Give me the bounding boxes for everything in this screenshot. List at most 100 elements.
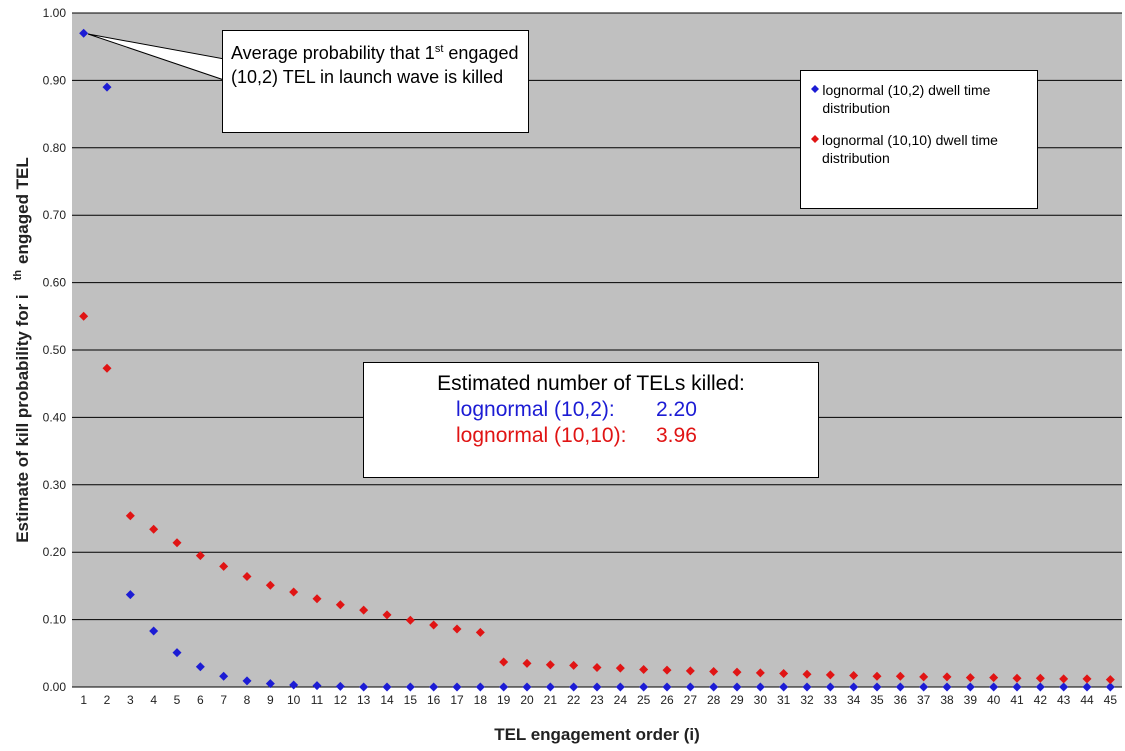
legend-label: lognormal (10,2) dwell time distribution <box>822 82 991 116</box>
point <box>919 682 929 692</box>
point <box>802 669 812 679</box>
point <box>172 648 182 658</box>
point <box>219 561 229 571</box>
x-tick-label: 40 <box>987 693 1001 707</box>
point <box>1035 682 1045 692</box>
point <box>102 82 112 92</box>
x-tick-label: 28 <box>707 693 721 707</box>
x-tick-label: 13 <box>357 693 371 707</box>
x-axis-label: TEL engagement order (i) <box>494 725 700 744</box>
x-tick-label: 30 <box>754 693 768 707</box>
summary-row: lognormal (10,10): 3.96 <box>372 423 810 449</box>
point <box>265 679 275 689</box>
point <box>872 671 882 681</box>
point <box>569 682 579 692</box>
x-tick-label: 42 <box>1034 693 1048 707</box>
point <box>942 672 952 682</box>
legend-entry: lognormal (10,2) dwell time distribution <box>809 81 1029 117</box>
point <box>849 682 859 692</box>
x-tick-label: 41 <box>1010 693 1024 707</box>
point <box>149 524 159 534</box>
y-tick-label: 0.50 <box>43 343 67 357</box>
point <box>289 587 299 597</box>
legend-entry: lognormal (10,10) dwell time distributio… <box>809 131 1029 167</box>
x-tick-label: 36 <box>894 693 908 707</box>
point <box>569 660 579 670</box>
annotation-sup: st <box>434 43 444 55</box>
x-tick-label: 45 <box>1104 693 1118 707</box>
point <box>685 682 695 692</box>
summary-label: lognormal (10,2): <box>456 398 615 421</box>
point <box>1105 675 1115 685</box>
x-tick-label: 20 <box>520 693 534 707</box>
point <box>359 605 369 615</box>
x-tick-label: 1 <box>80 693 87 707</box>
point <box>1082 674 1092 684</box>
summary-value: 2.20 <box>656 398 697 421</box>
legend-marker <box>811 85 819 93</box>
point <box>429 682 439 692</box>
x-tick-label: 16 <box>427 693 441 707</box>
y-tick-label: 1.00 <box>43 6 67 20</box>
y-tick-label: 0.80 <box>43 141 67 155</box>
point <box>265 580 275 590</box>
x-tick-label: 29 <box>730 693 744 707</box>
x-tick-label: 33 <box>824 693 838 707</box>
x-tick-label: 23 <box>590 693 604 707</box>
x-tick-label: 4 <box>150 693 157 707</box>
point <box>172 538 182 548</box>
point <box>242 676 252 686</box>
point <box>779 669 789 679</box>
point <box>499 657 509 667</box>
y-tick-label: 0.30 <box>43 478 67 492</box>
x-tick-label: 6 <box>197 693 204 707</box>
x-tick-label: 5 <box>174 693 181 707</box>
point <box>965 673 975 683</box>
point <box>545 660 555 670</box>
point <box>895 682 905 692</box>
point <box>825 670 835 680</box>
point <box>335 600 345 610</box>
summary-title: Estimated number of TELs killed: <box>437 372 745 395</box>
x-tick-label: 25 <box>637 693 651 707</box>
point <box>802 682 812 692</box>
point <box>732 667 742 677</box>
y-label-sup: th <box>12 270 24 281</box>
legend-swatch <box>811 85 819 93</box>
point <box>965 682 975 692</box>
point <box>849 671 859 681</box>
point <box>335 681 345 691</box>
point <box>242 571 252 581</box>
y-tick-label: 0.90 <box>43 73 67 87</box>
point <box>1105 682 1115 692</box>
summary-label: lognormal (10,10): <box>456 424 627 447</box>
point <box>1035 673 1045 683</box>
x-tick-label: 15 <box>404 693 418 707</box>
y-axis-label: Estimate of kill probability for i th enga… <box>12 157 32 543</box>
y-tick-label: 0.10 <box>43 613 67 627</box>
y-label-main: Estimate of kill probability for i <box>13 294 32 542</box>
x-tick-label: 22 <box>567 693 581 707</box>
x-tick-label: 2 <box>104 693 111 707</box>
point <box>755 668 765 678</box>
point <box>1012 682 1022 692</box>
point <box>312 594 322 604</box>
point <box>195 551 205 561</box>
point <box>919 672 929 682</box>
point <box>382 610 392 620</box>
x-tick-label: 27 <box>684 693 698 707</box>
point <box>429 620 439 630</box>
point <box>289 680 299 690</box>
point <box>405 682 415 692</box>
point <box>79 311 89 321</box>
point <box>989 682 999 692</box>
y-label-rest: engaged TEL <box>13 157 32 264</box>
annotation-main: Average probability that 1 <box>231 43 435 63</box>
x-tick-label: 44 <box>1080 693 1094 707</box>
x-tick-label: 32 <box>800 693 814 707</box>
point <box>942 682 952 692</box>
point <box>312 681 322 691</box>
point <box>102 363 112 373</box>
point <box>125 590 135 600</box>
legend-marker <box>811 135 819 143</box>
